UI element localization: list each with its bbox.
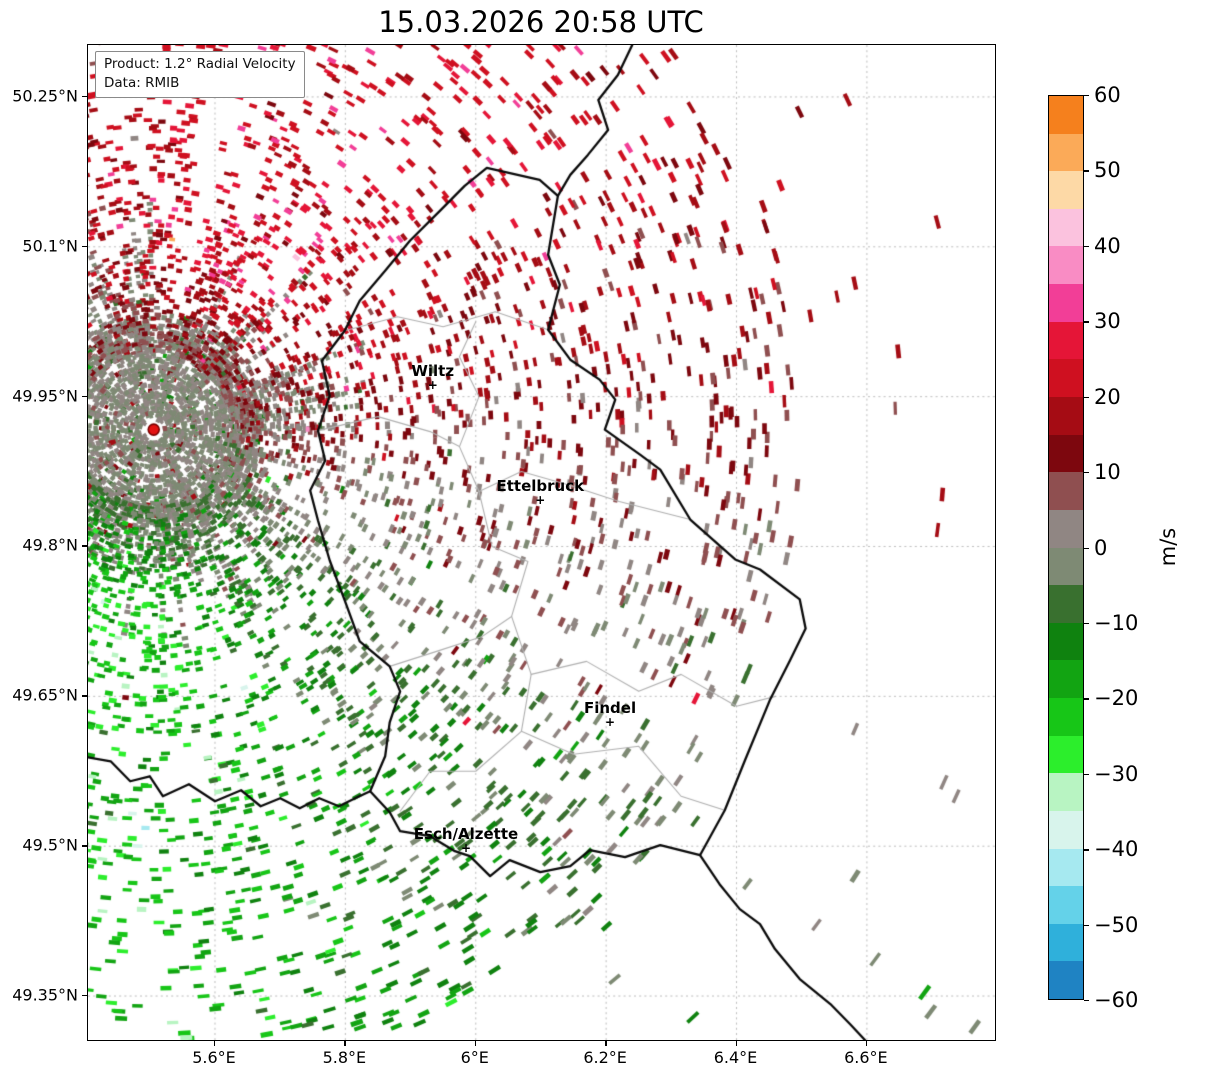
colorbar-tick-label: −40	[1094, 837, 1139, 862]
y-tick-mark	[82, 545, 87, 547]
y-tick-mark	[82, 395, 87, 398]
x-tick-label: 6.2°E	[583, 1048, 627, 1067]
y-tick-label: 50.25°N	[12, 86, 78, 106]
colorbar-step	[1049, 472, 1083, 512]
colorbar-step	[1049, 923, 1083, 963]
city-label: Esch/Alzette	[413, 825, 519, 844]
colorbar-tick-mark	[1084, 698, 1089, 700]
figure-title: 15.03.2026 20:58 UTC	[378, 5, 704, 39]
colorbar-step	[1049, 434, 1083, 474]
colorbar-tick-label: −30	[1094, 761, 1139, 786]
city-marker: +	[605, 715, 616, 730]
colorbar-tick-mark	[1084, 245, 1089, 248]
colorbar-step	[1049, 208, 1083, 248]
colorbar-tick-label: 30	[1094, 309, 1121, 334]
colorbar-step	[1049, 284, 1083, 324]
colorbar-tick-mark	[1084, 95, 1089, 97]
y-tick-label: 49.8°N	[22, 535, 78, 555]
colorbar-step	[1049, 886, 1083, 926]
city-marker: +	[535, 492, 546, 507]
colorbar-tick-label: −20	[1094, 686, 1139, 711]
map-plot-area: Product: 1.2° Radial Velocity Data: RMIB…	[87, 44, 996, 1041]
y-tick-mark	[82, 245, 87, 248]
colorbar-step	[1049, 246, 1083, 286]
colorbar-step	[1049, 321, 1083, 361]
x-tick-mark	[474, 1041, 477, 1046]
y-tick-mark	[82, 995, 87, 997]
x-tick-label: 5.8°E	[322, 1048, 367, 1067]
city-marker: +	[460, 841, 471, 856]
colorbar-tick-label: 20	[1094, 384, 1121, 409]
colorbar-step	[1049, 96, 1083, 135]
colorbar-tick-label: −10	[1094, 610, 1139, 635]
colorbar-tick-mark	[1084, 472, 1089, 474]
colorbar-tick-label: −60	[1094, 988, 1139, 1012]
city-label: Ettelbruck	[496, 476, 585, 495]
colorbar-step	[1049, 585, 1083, 625]
colorbar-tick-mark	[1084, 773, 1089, 776]
colorbar-step	[1049, 848, 1083, 888]
radar-map-canvas	[88, 45, 995, 1040]
colorbar-tick-label: 50	[1094, 158, 1121, 183]
colorbar-step	[1049, 547, 1083, 587]
colorbar-step	[1049, 773, 1083, 813]
x-tick-mark	[344, 1041, 346, 1046]
colorbar-step	[1049, 697, 1083, 737]
x-tick-mark	[213, 1041, 216, 1046]
colorbar-tick-label: 0	[1094, 535, 1108, 560]
x-tick-label: 6.4°E	[713, 1048, 758, 1067]
y-tick-label: 49.95°N	[12, 386, 78, 406]
y-tick-label: 50.1°N	[22, 236, 78, 256]
y-tick-label: 49.65°N	[12, 685, 78, 705]
colorbar-step	[1049, 171, 1083, 211]
colorbar-tick-label: 10	[1094, 460, 1121, 485]
x-tick-mark	[605, 1041, 607, 1046]
x-tick-label: 5.6°E	[192, 1048, 236, 1067]
colorbar-tick-mark	[1084, 170, 1089, 172]
colorbar-unit-label: m/s	[1156, 527, 1180, 567]
colorbar	[1048, 95, 1084, 1000]
x-tick-mark	[735, 1041, 737, 1046]
y-tick-label: 49.35°N	[12, 985, 78, 1005]
y-tick-mark	[82, 845, 87, 847]
colorbar-step	[1049, 961, 1083, 999]
city-label: Wiltz	[411, 361, 455, 380]
y-tick-mark	[82, 695, 87, 697]
colorbar-tick-mark	[1084, 547, 1089, 549]
x-tick-mark	[865, 1041, 868, 1046]
colorbar-step	[1049, 396, 1083, 436]
colorbar-step	[1049, 810, 1083, 850]
product-info-line: Product: 1.2° Radial Velocity	[104, 56, 296, 72]
y-tick-label: 49.5°N	[22, 835, 78, 855]
colorbar-tick-mark	[1084, 622, 1089, 625]
product-info-box: Product: 1.2° Radial Velocity Data: RMIB	[95, 51, 305, 99]
colorbar-tick-mark	[1084, 396, 1089, 399]
colorbar-step	[1049, 660, 1083, 700]
colorbar-step	[1049, 509, 1083, 549]
colorbar-tick-mark	[1084, 321, 1089, 323]
colorbar-step	[1049, 735, 1083, 775]
x-tick-label: 6.6°E	[844, 1048, 888, 1067]
colorbar-step	[1049, 359, 1083, 399]
colorbar-tick-label: 40	[1094, 233, 1121, 258]
colorbar-tick-mark	[1084, 849, 1089, 851]
city-marker: +	[427, 377, 438, 392]
city-label: Findel	[583, 699, 637, 718]
colorbar-step	[1049, 622, 1083, 662]
y-tick-mark	[82, 95, 87, 98]
colorbar-step	[1049, 133, 1083, 173]
x-tick-label: 6°E	[460, 1048, 489, 1067]
colorbar-tick-mark	[1084, 1000, 1089, 1002]
colorbar-tick-label: −50	[1094, 912, 1139, 937]
colorbar-tick-label: 60	[1094, 83, 1121, 107]
data-source-line: Data: RMIB	[104, 75, 180, 92]
colorbar-tick-mark	[1084, 924, 1089, 926]
